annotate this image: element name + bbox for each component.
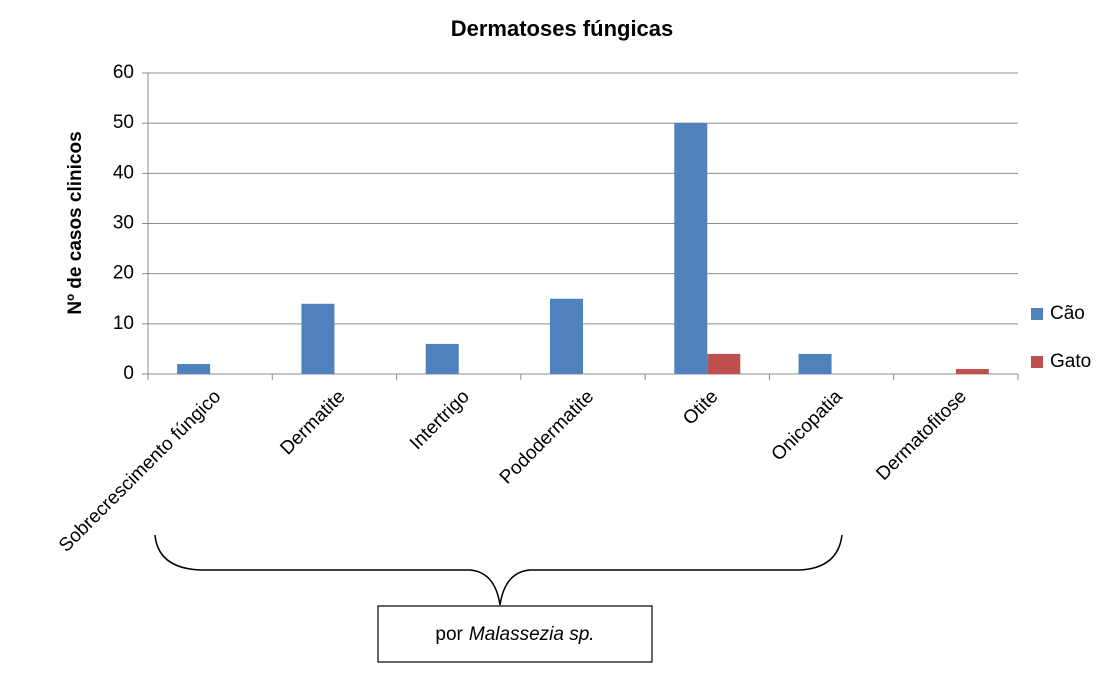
x-tick-label: Otite (679, 386, 722, 429)
bar (177, 363, 211, 374)
x-tick-label: Sobrecrescimento fúngico (55, 386, 225, 556)
x-tick-label: Dermatite (276, 386, 349, 459)
chart-title: Dermatoses fúngicas (451, 16, 674, 41)
y-tick-label: 40 (113, 162, 134, 183)
x-tick-label: Onicopatia (768, 386, 847, 465)
annotation-text: por (435, 624, 463, 645)
x-tick-label: Intertrigo (406, 386, 474, 454)
brace (154, 534, 843, 606)
bar (301, 303, 335, 374)
y-tick-label: 20 (113, 263, 134, 284)
y-tick-label: 60 (113, 62, 134, 83)
bar (674, 123, 708, 375)
y-tick-label: 0 (123, 363, 134, 384)
bar (707, 353, 741, 374)
y-tick-label: 30 (113, 213, 134, 234)
x-tick-label: Pododermatite (496, 386, 598, 488)
x-tick-label: Dermatofitose (872, 386, 970, 484)
legend-swatch (1031, 308, 1043, 320)
y-axis-title: Nº de casos clinicos (65, 131, 86, 314)
bar (425, 343, 459, 374)
legend-label: Cão (1050, 303, 1085, 324)
bar (550, 298, 583, 374)
bar (798, 353, 832, 374)
y-tick-label: 50 (113, 112, 134, 133)
annotation-box (377, 605, 653, 663)
legend-swatch (1031, 356, 1043, 368)
legend-label: Gato (1050, 351, 1091, 372)
y-tick-label: 10 (113, 313, 134, 334)
annotation: por Malassezia sp. (435, 624, 594, 645)
bar (955, 368, 989, 374)
annotation-italic: Malassezia sp. (469, 624, 595, 645)
